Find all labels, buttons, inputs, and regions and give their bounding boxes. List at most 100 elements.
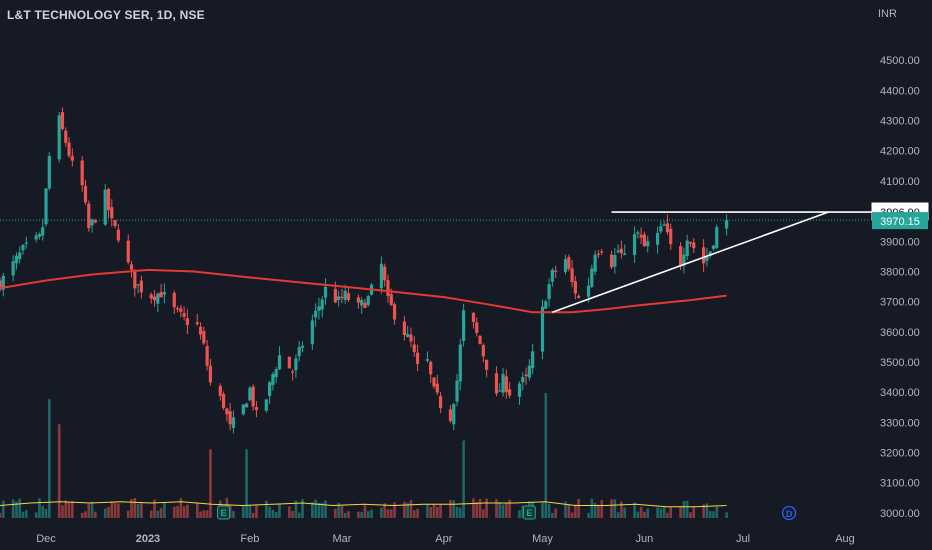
volume-bar [416,508,419,518]
volume-bar [347,511,350,518]
candle-body [688,242,693,244]
volume-bar [291,511,294,518]
volume-bar [15,501,18,518]
volume-bar [153,499,156,518]
volume-bar [149,510,153,518]
volume-bar [383,503,386,518]
candle-body [317,306,321,311]
candle-body [623,253,627,255]
candle-body [379,263,383,289]
volume-bar [103,508,107,518]
candle-body [711,245,716,249]
volume-bar [126,510,130,518]
candle-body [383,266,387,281]
candle-body [291,371,295,373]
candle-body [343,290,347,300]
candle-body [139,280,143,293]
volume-bar [669,507,673,518]
candle-body [452,403,456,425]
candle-body [646,241,650,247]
volume-bar [639,506,643,518]
volume-bar [459,507,462,518]
candle-body [475,322,479,333]
rising-trendline [552,211,829,313]
volume-bar [705,503,709,518]
volume-bar [682,500,686,518]
candle-body [175,308,180,310]
candle-body [346,293,351,300]
candle-body [485,359,489,370]
candle-body [665,223,670,233]
volume-bar [593,502,597,518]
candle-body [271,373,275,386]
candle-body [87,203,91,229]
volume-bar [613,499,617,518]
volume-bar [554,508,557,518]
volume-bar [179,498,183,518]
candle-body [554,270,558,272]
volume-bar [278,503,281,518]
volume-bar [643,511,646,518]
volume-bar [251,512,255,518]
volume-bar [590,498,594,518]
volume-bar [426,504,429,518]
candle-body [567,257,571,269]
candle-body [455,380,459,402]
dividend-marker [781,505,797,521]
volume-bar [544,393,548,518]
candle-body [333,288,337,303]
x-tick-label: Jun [636,533,654,545]
volume-bar [570,512,574,518]
candle-body [478,335,482,344]
candle-body [314,310,318,318]
x-tick-label: Jul [736,533,750,545]
candle-body [241,404,245,415]
volume-bar [314,499,317,518]
volume-bar [195,503,199,518]
y-tick-label: 4300.00 [880,116,920,128]
candle-body [254,407,259,411]
volume-bar [228,504,232,518]
candle-body [83,186,88,203]
candle-body [692,242,696,249]
volume-bar [521,505,525,518]
volume-bar [662,507,666,518]
volume-bar [386,509,390,518]
y-tick-label: 3600.00 [880,327,920,339]
candle-body [244,403,249,408]
candle-body [93,220,97,223]
candle-body [218,385,222,396]
volume-bar [455,506,459,518]
volume-bar [1,500,5,518]
candle-body [198,326,203,335]
candle-body [340,296,344,299]
volume-bar [324,500,327,518]
candle-body [540,306,545,352]
volume-bar [666,512,669,518]
volume-bar [574,504,577,518]
candle-body [136,284,140,286]
volume-bar [182,506,186,518]
volume-bar [113,502,117,518]
candle-body [498,390,502,392]
volume-bar [380,507,383,518]
volume-bar [48,399,51,518]
y-tick-label: 4500.00 [880,55,920,67]
volume-bar [156,510,160,518]
volume-bar [620,501,623,518]
volume-bar [297,512,301,518]
volume-bar [34,512,38,518]
candle-body [448,409,453,421]
candle-body [531,351,535,369]
x-tick-label: Mar [332,533,351,545]
candle-body [179,308,183,312]
candle-body [287,356,291,369]
volume-bar [84,511,87,518]
candle-body [225,408,229,415]
earnings-marker-label: E [526,508,532,518]
candle-body [386,279,390,296]
candle-body [705,256,709,261]
volume-bar [366,511,370,518]
volume-bar [334,508,337,518]
